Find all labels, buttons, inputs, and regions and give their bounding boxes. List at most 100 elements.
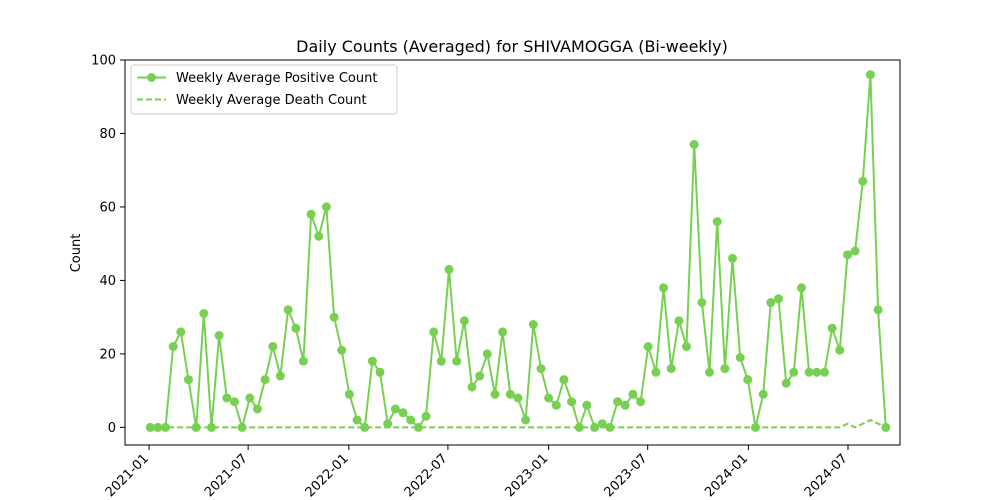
data-point [758, 389, 768, 399]
data-point [444, 264, 454, 274]
x-tick-label: 2023-07 [601, 451, 650, 500]
data-point [743, 375, 753, 385]
x-tick-label: 2021-01 [103, 451, 152, 500]
data-point [590, 422, 600, 432]
data-point [191, 422, 201, 432]
data-point [766, 298, 776, 307]
series-line-1 [150, 418, 887, 429]
y-axis-label: Count [69, 234, 84, 273]
data-point [161, 422, 170, 432]
data-point [843, 250, 852, 260]
data-point [498, 327, 508, 337]
y-tick-label: 0 [108, 421, 116, 436]
data-point [275, 371, 285, 381]
data-point [804, 367, 814, 377]
x-tick-label: 2022-01 [303, 451, 352, 500]
legend-box [130, 64, 398, 115]
data-point [383, 419, 393, 429]
data-point [184, 375, 193, 385]
data-point [253, 404, 262, 414]
x-tick-label: 2024-01 [702, 451, 751, 500]
data-point [344, 389, 354, 399]
data-point [597, 419, 607, 429]
data-point [176, 327, 186, 337]
data-point [528, 320, 538, 329]
data-point [222, 393, 232, 403]
data-point [306, 209, 316, 219]
data-point [567, 397, 577, 407]
x-tick-label: 2024-07 [802, 451, 851, 500]
data-point [812, 367, 822, 377]
data-point [153, 422, 163, 432]
data-point [207, 422, 216, 432]
data-point [352, 415, 362, 425]
legend: Weekly Average Positive Count Weekly Ave… [130, 64, 398, 115]
data-point [582, 400, 592, 410]
data-point [705, 367, 714, 377]
x-tick-label: 2023-01 [502, 451, 551, 500]
data-point [230, 397, 239, 407]
data-point [260, 375, 270, 385]
data-point [781, 378, 791, 388]
data-point [291, 323, 301, 333]
data-point [544, 393, 554, 403]
data-point [168, 342, 178, 351]
data-point [559, 375, 569, 385]
data-point [406, 415, 416, 425]
data-point [728, 253, 737, 263]
data-point [367, 356, 377, 366]
data-point [751, 422, 760, 432]
data-point [413, 422, 423, 432]
data-point [865, 70, 875, 80]
y-tick-label: 40 [99, 274, 116, 289]
data-point [314, 231, 324, 241]
data-point [850, 246, 860, 256]
data-point [459, 316, 469, 326]
plot-frame [124, 59, 901, 446]
data-point [881, 422, 891, 432]
data-point [536, 364, 546, 374]
data-point [574, 422, 584, 432]
data-point [490, 389, 500, 399]
data-point [605, 422, 615, 432]
data-point [283, 305, 293, 315]
data-point [689, 140, 699, 149]
data-point [873, 305, 883, 315]
data-point [298, 356, 308, 366]
y-tick-label: 100 [91, 54, 116, 69]
data-point [245, 393, 255, 403]
legend-label-death: Weekly Average Death Count [176, 93, 367, 108]
data-point [651, 367, 661, 377]
data-point [613, 397, 623, 407]
data-point [659, 283, 669, 293]
data-point [337, 345, 347, 355]
data-point [375, 367, 385, 377]
data-point [145, 422, 155, 432]
data-point [628, 389, 638, 399]
data-point [329, 312, 339, 322]
data-point [390, 404, 400, 414]
data-point [858, 176, 868, 186]
data-point [214, 331, 224, 340]
data-point [467, 382, 477, 392]
data-point [436, 356, 446, 366]
y-tick-label: 80 [99, 127, 116, 142]
data-point [452, 356, 462, 366]
data-point [551, 400, 561, 410]
legend-marker-positive [147, 73, 156, 82]
data-point [360, 422, 370, 432]
data-point [620, 400, 630, 410]
data-point [820, 367, 829, 377]
data-point [482, 349, 492, 359]
data-point [774, 294, 783, 304]
x-tick-label: 2022-07 [402, 451, 451, 500]
y-tick-label: 60 [99, 200, 116, 215]
data-point [398, 408, 408, 418]
data-point [789, 367, 799, 377]
data-point [268, 342, 278, 351]
data-point [712, 217, 722, 227]
data-point [720, 364, 730, 374]
data-point [321, 202, 331, 212]
